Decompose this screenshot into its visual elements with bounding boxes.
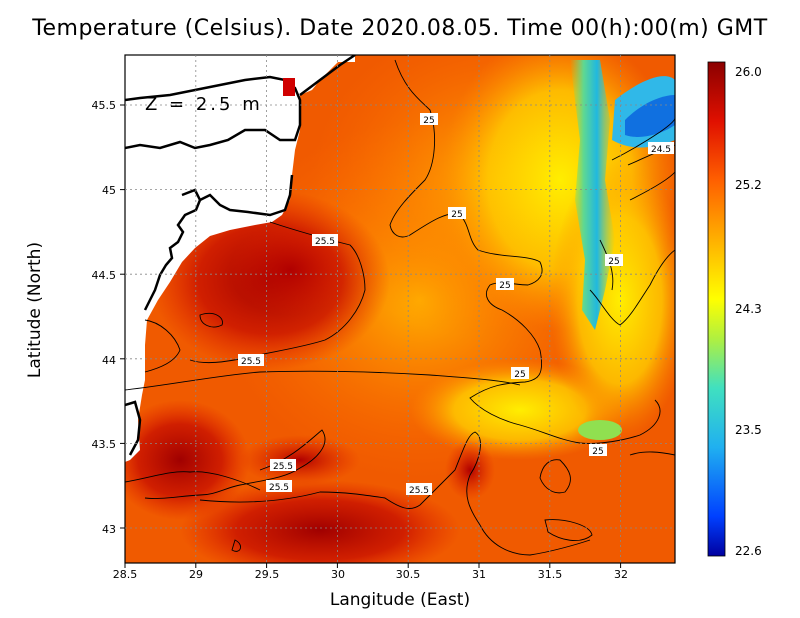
contour-label: 25 [608, 257, 619, 267]
chart-title: Temperature (Celsius). Date 2020.08.05. … [32, 16, 768, 41]
contour-label: 25.5 [315, 237, 335, 247]
y-tick-label: 43.5 [92, 438, 117, 451]
x-tick-label: 30 [331, 568, 345, 581]
contour-label: 25.5 [269, 483, 289, 493]
y-tick-label: 45.5 [92, 99, 117, 112]
colorbar-tick-label: 24.3 [735, 302, 762, 316]
contour-label: 24.5 [651, 145, 671, 155]
coastal-hot-cell [283, 78, 295, 96]
colorbar-tick-label: 25.2 [735, 178, 762, 192]
x-tick-label: 31 [472, 568, 486, 581]
x-tick-label: 28.5 [113, 568, 138, 581]
colorbar-tick-label: 26.0 [735, 65, 762, 79]
contour-label: 25 [451, 210, 462, 220]
x-tick-label: 29 [189, 568, 203, 581]
x-tick-label: 31.5 [538, 568, 563, 581]
plot-frame [124, 54, 676, 564]
x-tick-label: 30.5 [396, 568, 421, 581]
contour-label: 25 [592, 447, 603, 457]
axis-ticks [120, 104, 622, 568]
y-tick-label: 45 [102, 184, 116, 197]
x-axis-label: Langitude (East) [329, 590, 471, 610]
coastline-land [125, 55, 355, 462]
contour-label: 25.5 [241, 357, 261, 367]
temperature-field [125, 55, 675, 563]
gridlines [125, 55, 675, 563]
colorbar-tick-label: 23.5 [735, 423, 762, 437]
x-tick-label: 32 [614, 568, 628, 581]
contour-label: 25.5 [409, 486, 429, 496]
colorbar-tick-label: 22.6 [735, 544, 762, 558]
y-axis-label: Latitude (North) [25, 241, 45, 379]
colorbar [707, 61, 726, 557]
x-tick-label: 29.5 [255, 568, 280, 581]
y-tick-label: 44 [102, 354, 116, 367]
contour-label: 25.5 [273, 462, 293, 472]
y-tick-label: 44.5 [92, 269, 117, 282]
contour-label: 25 [423, 116, 434, 126]
contour-label: 25 [499, 281, 510, 291]
contour-label: 25 [514, 370, 525, 380]
depth-label: Z = 2.5 m [145, 94, 263, 115]
y-tick-label: 43 [102, 523, 116, 536]
